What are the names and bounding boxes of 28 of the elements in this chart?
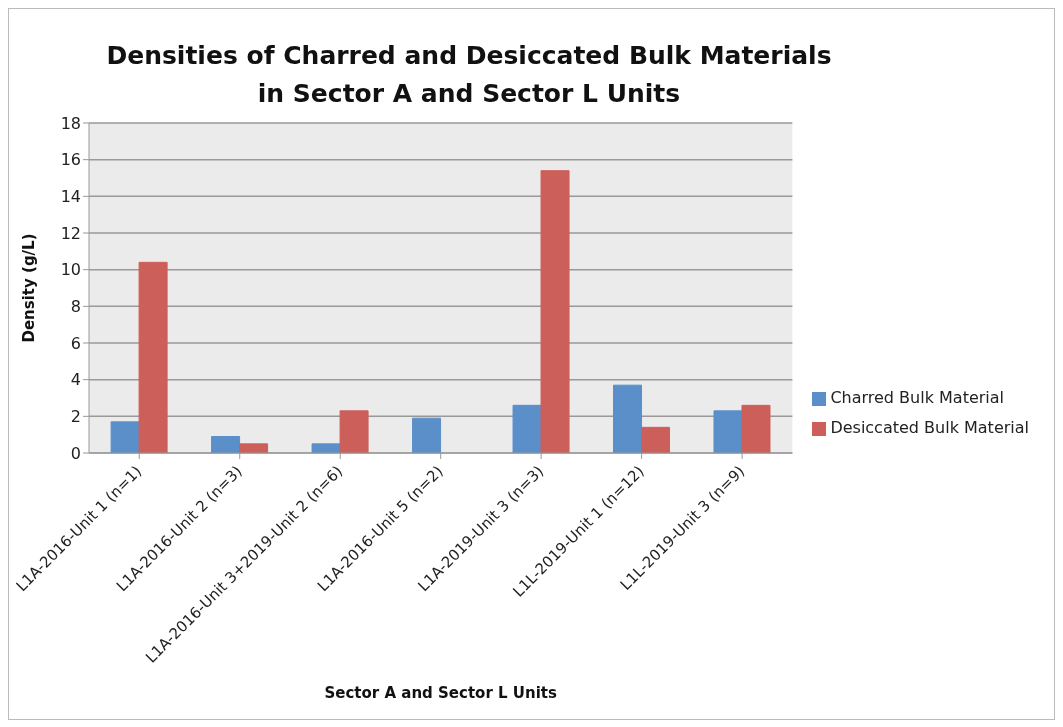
y-tick-label: 4 — [70, 370, 81, 390]
y-axis-title: Density (g/L) — [20, 233, 39, 343]
bar — [239, 443, 269, 453]
x-axis-title: Sector A and Sector L Units — [324, 684, 557, 702]
bar — [412, 417, 442, 453]
bar — [110, 421, 140, 453]
y-tick-label: 14 — [60, 187, 81, 207]
bar — [741, 404, 771, 453]
bar — [641, 426, 671, 453]
bar — [713, 410, 743, 453]
bar — [311, 443, 341, 453]
legend-label: Desiccated Bulk Material — [830, 418, 1029, 437]
chart-title: Densities of Charred and Desiccated Bulk Materials in Sector A and Sector L Units — [105, 40, 833, 110]
bar — [613, 384, 643, 453]
bar — [211, 436, 241, 453]
y-tick-label: 8 — [70, 297, 81, 317]
y-tick-label: 2 — [70, 407, 81, 427]
bar — [540, 170, 570, 453]
bar — [138, 261, 168, 453]
y-tick-label: 18 — [60, 113, 81, 133]
bar — [339, 410, 369, 453]
y-tick-label: 12 — [60, 223, 81, 243]
bar — [512, 404, 542, 453]
legend-label: Charred Bulk Material — [830, 388, 1005, 407]
y-tick-label: 10 — [60, 260, 81, 280]
y-tick-label: 16 — [60, 150, 81, 170]
y-tick-label: 6 — [70, 333, 81, 353]
y-tick-label: 0 — [70, 443, 81, 463]
